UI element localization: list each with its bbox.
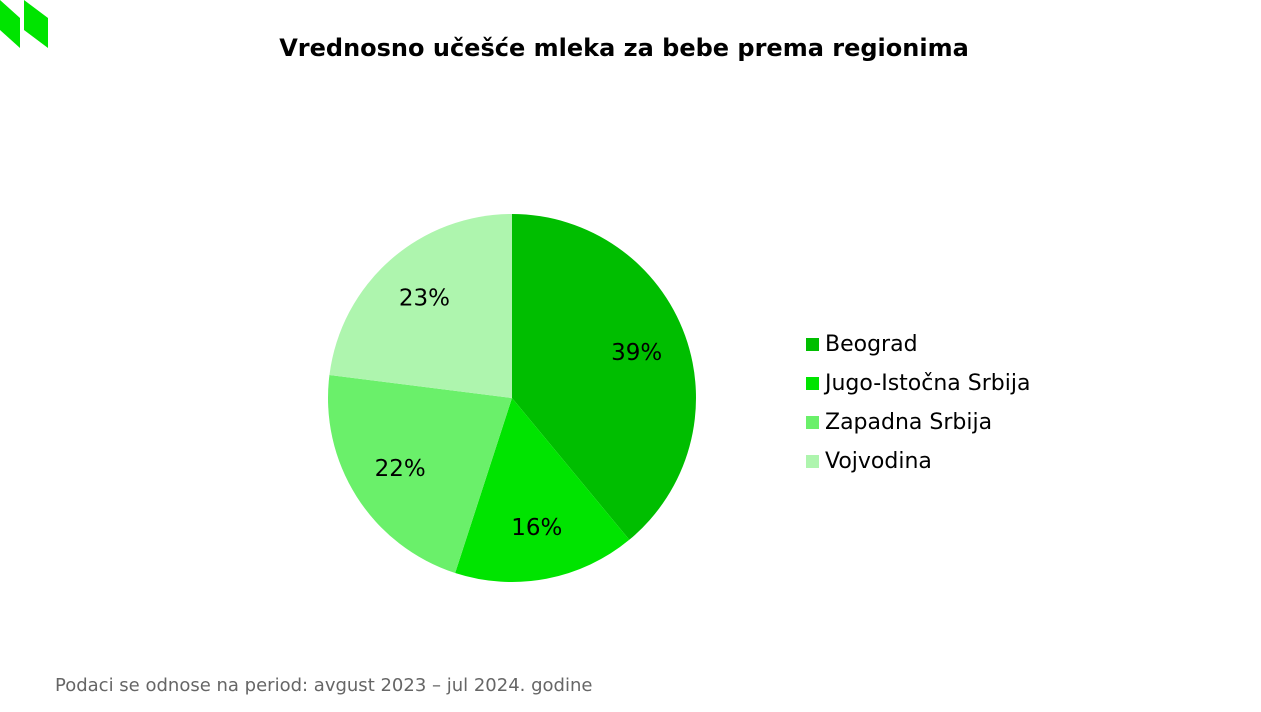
pie-slice-beograd <box>512 214 696 540</box>
pie-slice-jugo-istocna-srbija <box>455 398 630 582</box>
legend-item-jugo-istocna-srbija: Jugo-Istočna Srbija <box>806 364 1030 403</box>
pie-value-label-vojvodina: 23% <box>399 286 450 312</box>
legend-swatch <box>806 338 819 351</box>
legend-item-zapadna-srbija: Zapadna Srbija <box>806 403 1030 442</box>
brand-logo-right-stripe <box>24 0 48 48</box>
pie-slices <box>328 214 696 582</box>
legend-label: Zapadna Srbija <box>825 410 993 435</box>
pie-value-label-beograd: 39% <box>611 340 662 366</box>
legend-label: Vojvodina <box>825 449 932 474</box>
chart-legend: Beograd Jugo-Istočna Srbija Zapadna Srbija… <box>806 325 1030 481</box>
legend-label: Jugo-Istočna Srbija <box>825 371 1031 396</box>
legend-swatch <box>806 377 819 390</box>
pie-value-label-jugo-istocna-srbija: 16% <box>511 515 562 541</box>
pie-slice-zapadna-srbija <box>328 374 512 573</box>
brand-logo <box>0 0 48 48</box>
pie-value-labels: 39% 16% 22% 23% <box>375 286 663 542</box>
legend-item-beograd: Beograd <box>806 325 1030 364</box>
pie-slice-vojvodina <box>329 214 512 398</box>
pie-value-label-zapadna-srbija: 22% <box>375 456 426 482</box>
legend-item-vojvodina: Vojvodina <box>806 442 1030 481</box>
footnote: Podaci se odnose na period: avgust 2023 … <box>55 675 593 696</box>
legend-swatch <box>806 455 819 468</box>
legend-label: Beograd <box>825 332 918 357</box>
legend-swatch <box>806 416 819 429</box>
brand-logo-left-stripe <box>0 0 20 48</box>
chart-title: Vrednosno učešće mleka za bebe prema reg… <box>279 34 969 62</box>
